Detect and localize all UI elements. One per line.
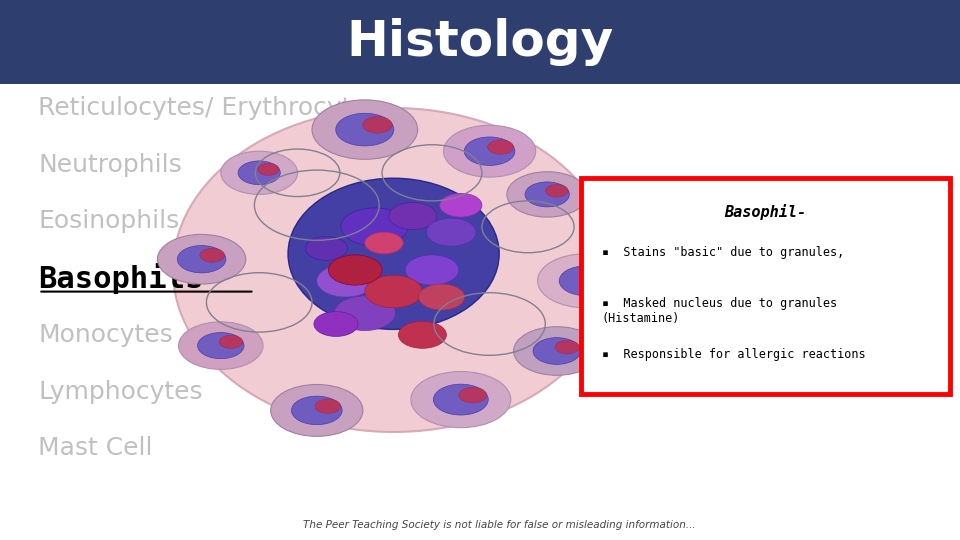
Text: ▪  Responsible for allergic reactions: ▪ Responsible for allergic reactions (602, 348, 866, 361)
Ellipse shape (444, 125, 536, 177)
Ellipse shape (555, 340, 579, 354)
FancyBboxPatch shape (581, 178, 950, 394)
Text: ▪  Stains "basic" due to granules,: ▪ Stains "basic" due to granules, (602, 246, 844, 259)
Ellipse shape (292, 396, 342, 424)
Ellipse shape (334, 296, 396, 330)
Ellipse shape (488, 140, 514, 154)
Text: Basophils: Basophils (38, 262, 204, 294)
Ellipse shape (336, 113, 394, 146)
Ellipse shape (459, 387, 487, 403)
Ellipse shape (411, 372, 511, 428)
Ellipse shape (312, 100, 418, 159)
Text: ▪  Masked nucleus due to granules
(Histamine): ▪ Masked nucleus due to granules (Histam… (602, 297, 837, 325)
Text: Basophil-: Basophil- (725, 204, 806, 220)
Ellipse shape (419, 284, 465, 310)
Text: Neutrophils: Neutrophils (38, 153, 182, 177)
Ellipse shape (465, 137, 515, 165)
Text: Monocytes: Monocytes (38, 323, 173, 347)
Text: Eosinophils: Eosinophils (38, 210, 180, 233)
Ellipse shape (514, 327, 600, 375)
Ellipse shape (328, 255, 382, 285)
Ellipse shape (341, 208, 408, 246)
Ellipse shape (221, 151, 298, 194)
Ellipse shape (198, 333, 244, 359)
Ellipse shape (219, 335, 243, 348)
Ellipse shape (363, 117, 393, 133)
Text: The Peer Teaching Society is not liable for false or misleading information...: The Peer Teaching Society is not liable … (303, 520, 695, 530)
Ellipse shape (389, 202, 437, 230)
Ellipse shape (584, 269, 611, 284)
Ellipse shape (271, 384, 363, 436)
Ellipse shape (525, 182, 569, 207)
Ellipse shape (317, 265, 374, 297)
FancyBboxPatch shape (0, 0, 960, 84)
Ellipse shape (238, 161, 280, 185)
Ellipse shape (288, 178, 499, 329)
Text: Mast Cell: Mast Cell (38, 436, 153, 460)
Ellipse shape (559, 266, 612, 296)
Ellipse shape (365, 232, 403, 254)
Text: Lymphocytes: Lymphocytes (38, 380, 203, 403)
Ellipse shape (426, 218, 476, 246)
Ellipse shape (179, 322, 263, 369)
Ellipse shape (315, 399, 341, 414)
Ellipse shape (405, 255, 459, 285)
Ellipse shape (157, 234, 246, 284)
Ellipse shape (507, 172, 588, 217)
Ellipse shape (365, 275, 422, 308)
Ellipse shape (545, 185, 568, 197)
Ellipse shape (533, 338, 581, 364)
Ellipse shape (257, 163, 279, 176)
Text: Histology: Histology (347, 18, 613, 66)
Text: Reticulocytes/ Erythrocytes: Reticulocytes/ Erythrocytes (38, 96, 380, 120)
Ellipse shape (433, 384, 489, 415)
Ellipse shape (398, 321, 446, 348)
Ellipse shape (178, 246, 226, 273)
Ellipse shape (538, 254, 634, 308)
Ellipse shape (305, 237, 348, 260)
Ellipse shape (200, 248, 225, 262)
Ellipse shape (173, 108, 614, 432)
Ellipse shape (314, 312, 358, 336)
Ellipse shape (440, 193, 482, 217)
